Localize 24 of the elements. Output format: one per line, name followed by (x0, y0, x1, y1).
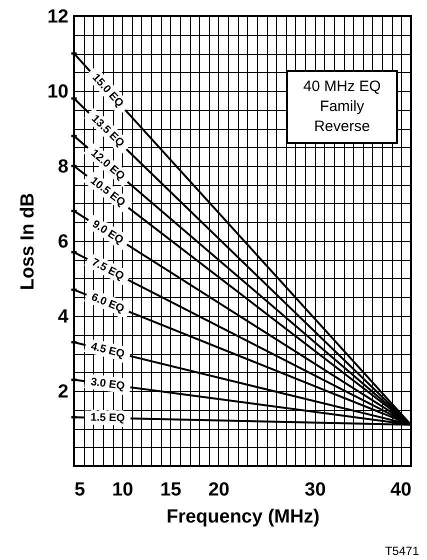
text: 9.0 EQ (90, 218, 126, 247)
text: 7.5 EQ (90, 256, 126, 283)
x-tick-label: 15 (160, 480, 182, 500)
text: 15.0 EQ (90, 72, 126, 110)
text: 3.0 EQ (90, 376, 126, 393)
y-tick-label: 12 (47, 6, 68, 28)
text: T5471 (384, 544, 420, 558)
y-tick-label: 2 (58, 382, 68, 402)
x-tick-label: 20 (208, 480, 230, 500)
text: 4.5 EQ (90, 340, 126, 361)
x-tick-label: 5 (74, 480, 86, 500)
y-tick-label: 8 (58, 156, 68, 178)
y-tick-label: 4 (58, 306, 69, 328)
text: 6.0 EQ (90, 291, 126, 316)
y-tick-label: 10 (47, 82, 68, 102)
x-axis-title: Frequency (MHz) (166, 506, 320, 528)
text: 13.5 EQ (89, 112, 127, 150)
series-label: 1.5 EQ (90, 412, 126, 424)
annotation: 40 MHz EQ Family Reverse (303, 78, 381, 135)
x-tick-label: 30 (304, 480, 326, 500)
y-tick-label: 6 (58, 232, 68, 252)
x-tick-label: 10 (112, 480, 134, 500)
x-tick-label: 40 (390, 480, 412, 500)
y-axis-title: Loss In dB (17, 192, 38, 290)
